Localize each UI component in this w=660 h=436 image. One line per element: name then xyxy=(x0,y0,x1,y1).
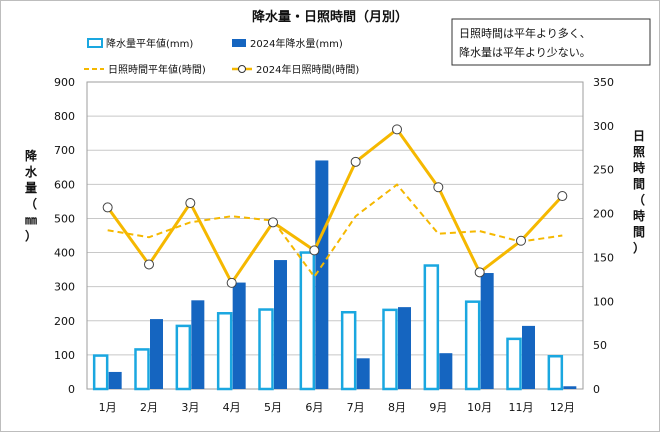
bar-rain-2024 xyxy=(150,319,163,389)
bar-rain-2024 xyxy=(398,307,411,389)
point-sun-2024 xyxy=(309,245,320,256)
y-left-tick-label: 200 xyxy=(54,315,75,328)
y-right-tick-label: 350 xyxy=(593,76,614,89)
bar-normal-rain xyxy=(134,348,150,391)
y-right-tick-label: 0 xyxy=(593,383,600,396)
point-sun-2024 xyxy=(557,191,568,202)
bar-normal-rain xyxy=(547,355,564,391)
legend-label-normal-rain: 降水量平年値(mm) xyxy=(106,37,193,50)
bar-normal-rain xyxy=(506,337,522,391)
point-sun-2024 xyxy=(350,156,361,167)
point-sun-2024 xyxy=(144,259,154,270)
bar-rain-2024 xyxy=(522,325,535,389)
y-left-label-char: 水 xyxy=(25,164,38,179)
y-right-tick-label: 50 xyxy=(593,339,607,352)
bar-normal-rain xyxy=(464,300,481,391)
y-right-label-char: 照 xyxy=(633,144,645,159)
plot-area: 0 100 200 300 400 500 600 700 800 900 0 50 100 150 200… xyxy=(25,76,645,414)
x-tick-label: 9月 xyxy=(429,401,447,414)
note-line-2: 降水量は平年より少ない。 xyxy=(459,45,591,59)
bar-rain-2024 xyxy=(232,282,246,389)
bar-normal-rain xyxy=(258,308,274,391)
note-box: 日照時間は平年より多く、 降水量は平年より少ない。 xyxy=(451,18,651,66)
bar-rain-2024 xyxy=(563,386,577,389)
x-tick-label: 10月 xyxy=(467,401,492,414)
chart-title: 降水量・日照時間（月別） xyxy=(252,9,408,25)
point-sun-2024 xyxy=(474,267,485,278)
y-left-label-char: （ xyxy=(25,196,37,211)
bar-normal-rain xyxy=(423,264,440,391)
note-line-1: 日照時間は平年より多く、 xyxy=(459,26,591,40)
bar-rain-2024 xyxy=(108,371,122,389)
bar-rain-2024 xyxy=(480,273,494,389)
point-sun-2024 xyxy=(102,202,113,213)
y-right-label-char: 時 xyxy=(633,160,645,175)
bar-normal-rain xyxy=(216,312,233,391)
y-left-tick-label: 900 xyxy=(54,76,75,89)
y-left-tick-label: 800 xyxy=(54,110,75,123)
point-sun-2024 xyxy=(516,235,526,246)
y-left-tick-label: 300 xyxy=(54,281,75,294)
legend-label-normal-sun: 日照時間平年値(時間) xyxy=(108,63,206,76)
x-tick-label: 8月 xyxy=(388,401,406,414)
x-tick-label: 6月 xyxy=(305,401,323,414)
y-left-label-char: 降 xyxy=(25,148,38,163)
bar-rain-2024 xyxy=(191,300,205,389)
x-tick-label: 7月 xyxy=(347,401,365,414)
bar-rain-2024 xyxy=(356,358,370,389)
line-sun-2024 xyxy=(106,127,564,286)
legend-label-sun-2024: 2024年日照時間(時間) xyxy=(256,63,359,76)
y-left-tick-label: 600 xyxy=(54,178,75,191)
x-tick-label: 4月 xyxy=(223,401,241,414)
y-left-tick-label: 400 xyxy=(54,247,75,260)
y-left-tick-label: 700 xyxy=(54,144,75,157)
y-right-label-char: （ xyxy=(633,192,645,207)
legend-marker-sun-2024 xyxy=(238,65,246,73)
x-tick-label: 3月 xyxy=(181,401,199,414)
y-right-label-char: 間 xyxy=(633,225,645,239)
point-sun-2024 xyxy=(226,277,237,288)
y-right-tick-label: 250 xyxy=(593,164,614,177)
y-left-label-char: ） xyxy=(25,228,37,243)
bar-normal-rain xyxy=(382,308,398,391)
y-right-label-char: 間 xyxy=(633,177,645,191)
legend-label-rain-2024: 2024年降水量(mm) xyxy=(250,37,343,50)
point-sun-2024 xyxy=(392,124,402,135)
legend-swatch-rain-2024 xyxy=(232,39,246,47)
point-sun-2024 xyxy=(268,217,278,228)
point-sun-2024 xyxy=(433,182,444,193)
y-right-tick-label: 300 xyxy=(593,120,614,133)
line-normal-sun xyxy=(107,183,563,279)
x-tick-label: 1月 xyxy=(99,401,117,414)
legend: 降水量平年値(mm) 2024年降水量(mm) 日照時間平年値(時間) 2024… xyxy=(84,37,359,76)
bar-normal-rain xyxy=(175,324,192,391)
y-right-tick-label: 200 xyxy=(593,208,614,221)
x-tick-label: 12月 xyxy=(550,401,575,414)
y-left-label-char: 量 xyxy=(25,181,37,195)
x-tick-label: 2月 xyxy=(140,401,158,414)
bar-rain-2024 xyxy=(439,353,453,389)
bar-normal-rain xyxy=(299,251,316,391)
bar-rain-2024 xyxy=(315,160,329,389)
y-right-label-char: 時 xyxy=(633,208,645,223)
point-sun-2024 xyxy=(185,198,196,209)
bar-normal-rain xyxy=(92,354,109,391)
y-right-tick-label: 100 xyxy=(593,295,614,308)
y-right-tick-label: 150 xyxy=(593,251,614,264)
x-tick-label: 5月 xyxy=(264,401,282,414)
y-right-label-char: 日 xyxy=(633,129,645,143)
y-left-label-char: ㎜ xyxy=(25,213,37,227)
y-left-tick-label: 0 xyxy=(68,383,75,396)
bar-rain-2024 xyxy=(274,260,287,389)
plot-border xyxy=(86,81,584,390)
bar-normal-rain xyxy=(340,311,357,391)
y-right-label-char: ） xyxy=(633,240,645,255)
y-left-tick-label: 500 xyxy=(54,212,75,225)
legend-swatch-normal-rain xyxy=(87,38,103,48)
y-left-tick-label: 100 xyxy=(54,349,75,362)
x-tick-label: 11月 xyxy=(509,401,534,414)
